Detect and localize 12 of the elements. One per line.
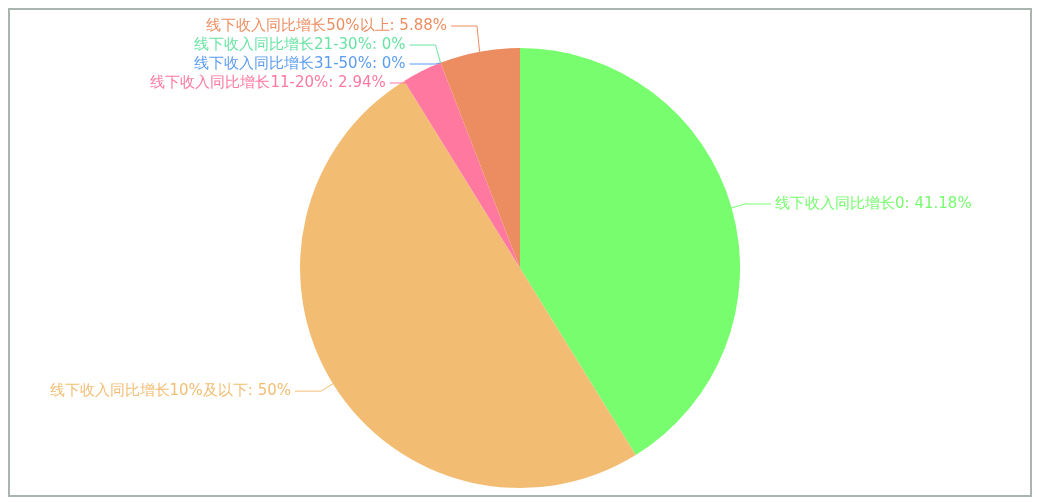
text: : 0% [371,34,406,53]
data-label: : 5.88% [389,15,448,34]
category-label: 线下收入同比增长31-50% [194,53,372,72]
category-label: 线下收入同比增长21-30% [194,34,372,53]
slice-label: 线下收入同比增长10%及以下 [49,381,248,400]
text: : 0% [371,53,406,72]
data-label: : 50% [247,381,292,400]
slice-label: 线下收入同比增长50%以上 [206,15,390,34]
slice-label: 线下收入同比增长11-20% [150,72,329,91]
data-label: : 41.18% [904,193,972,212]
data-label: : 2.94% [328,72,386,91]
slice-label: 线下收入同比增长0 [775,193,905,212]
